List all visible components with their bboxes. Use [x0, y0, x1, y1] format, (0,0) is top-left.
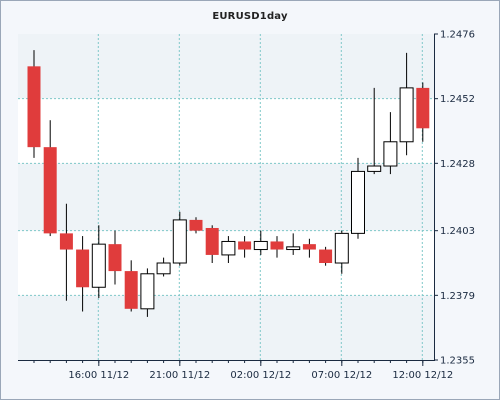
candle — [156, 257, 171, 277]
x-tick-label: 07:00 12/12 — [311, 370, 372, 381]
x-tick-label: 16:00 11/12 — [68, 370, 129, 381]
candle — [367, 87, 382, 175]
candle-body-down — [319, 249, 333, 264]
candle — [140, 268, 155, 317]
y-tick-label: 1.2403 — [440, 226, 475, 237]
candle-body-up — [91, 243, 106, 288]
candle — [319, 246, 333, 266]
y-tick-label: 1.2428 — [440, 159, 475, 170]
candle — [351, 157, 365, 239]
y-tick-label: 1.2379 — [440, 291, 475, 302]
candle — [205, 225, 219, 264]
candle-body-down — [205, 227, 219, 255]
chart-title: EURUSD1day — [212, 11, 288, 22]
candle-body-down — [238, 241, 252, 250]
candle-body-down — [59, 233, 73, 250]
candle — [59, 203, 73, 301]
candle-body-up — [221, 240, 236, 256]
candle-body-down — [416, 87, 430, 129]
candle-body-down — [124, 271, 138, 309]
candle-body-up — [399, 87, 414, 143]
grid-band — [18, 34, 434, 99]
candle-body-up — [383, 141, 398, 167]
candle — [43, 120, 57, 237]
candle — [76, 236, 90, 312]
x-tick-label: 21:00 11/12 — [149, 370, 210, 381]
grid-band — [18, 295, 434, 360]
x-tick-label: 12:00 12/12 — [392, 370, 453, 381]
candle-body-up — [367, 165, 382, 172]
candle — [124, 260, 138, 312]
grid-band — [18, 163, 434, 231]
candle-body-down — [43, 147, 57, 234]
candle — [172, 211, 187, 266]
candle-body-down — [76, 249, 90, 288]
y-tick-label: 1.2476 — [440, 30, 475, 41]
candle — [238, 236, 252, 258]
candle — [334, 230, 349, 274]
candle — [91, 225, 106, 299]
candle — [399, 52, 414, 156]
candle-body-down — [189, 219, 203, 231]
candle-body-up — [156, 262, 171, 275]
candle-body-up — [351, 170, 365, 234]
candle — [286, 233, 301, 255]
candle — [189, 217, 203, 234]
candle-body-down — [270, 241, 284, 250]
candle-body-up — [172, 219, 187, 264]
candle — [383, 112, 398, 175]
candle-body-down — [302, 244, 316, 250]
candle-body-up — [286, 246, 301, 251]
candle — [302, 238, 316, 258]
candle — [27, 50, 41, 158]
candle — [108, 230, 122, 285]
y-tick-label: 1.2452 — [440, 94, 475, 105]
candle-body-down — [27, 66, 41, 148]
candle-body-down — [108, 244, 122, 272]
candle — [253, 230, 268, 255]
x-tick-label: 02:00 12/12 — [230, 370, 291, 381]
candle-body-up — [253, 240, 268, 251]
y-tick-label: 1.2355 — [440, 356, 475, 367]
candle — [270, 236, 284, 258]
candle-body-up — [334, 232, 349, 264]
candle-body-up — [140, 273, 155, 310]
candle — [416, 82, 430, 142]
candle — [221, 236, 236, 264]
